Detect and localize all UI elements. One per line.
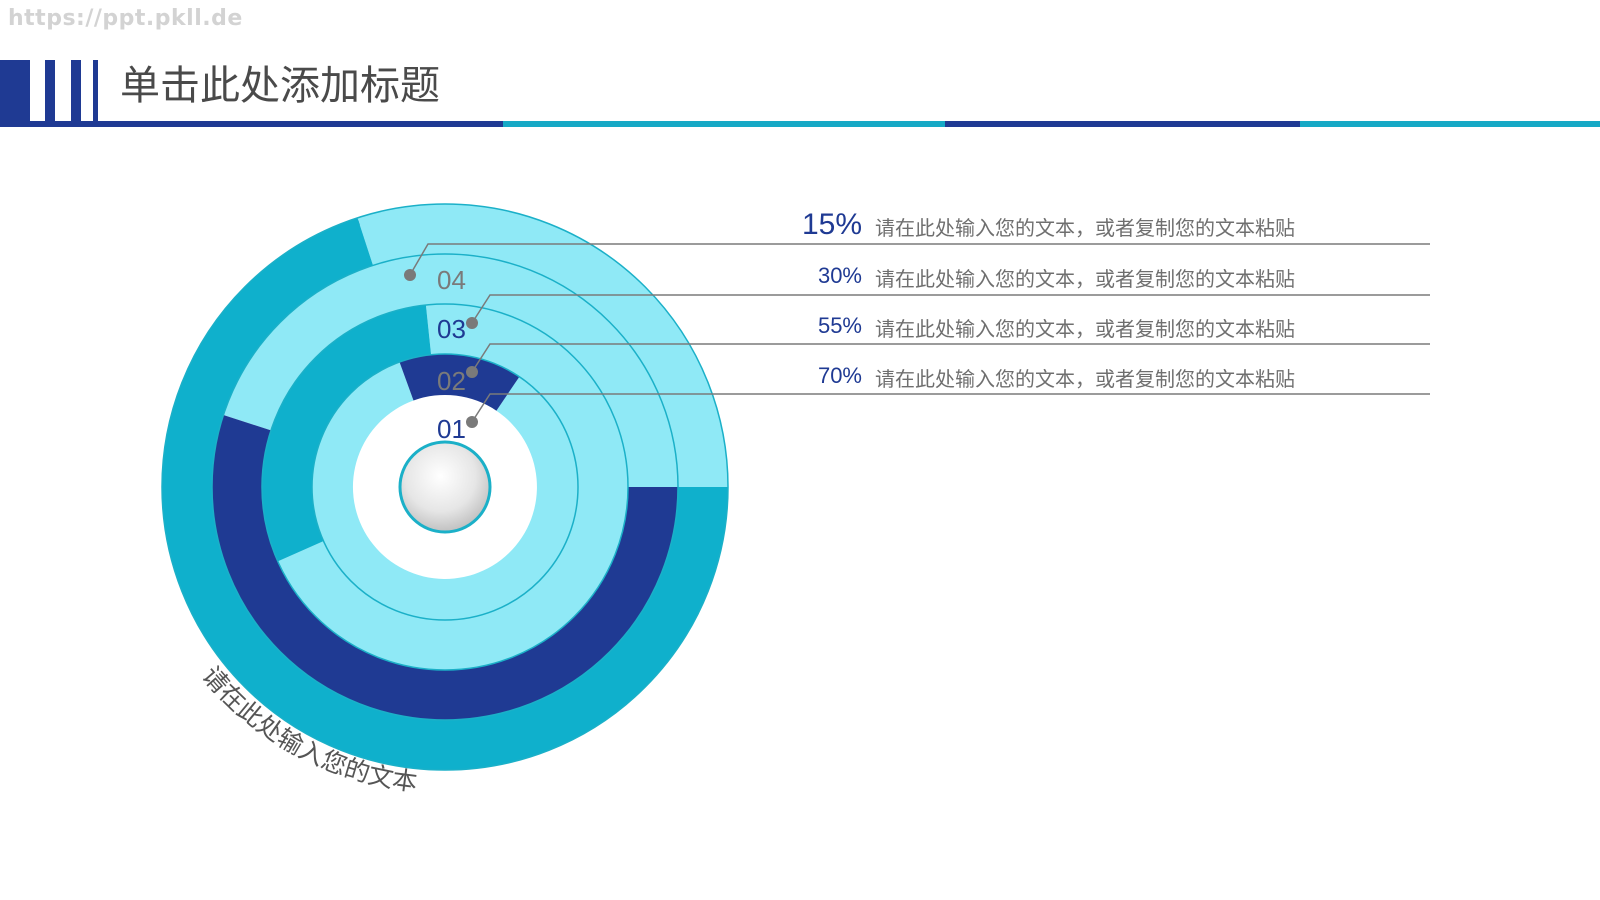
legend-value-03: 55%: [817, 313, 862, 338]
center-hub: [398, 440, 492, 534]
ring-label-04: 04: [437, 265, 466, 295]
leader-dot-02: [466, 366, 478, 378]
leader-line-04: [409, 243, 1430, 276]
ring-label-03: 03: [437, 314, 466, 344]
ring-02: [261, 304, 628, 671]
title-rule-4: [1300, 121, 1600, 127]
legend-text-01: 请在此处输入您的文本，或者复制您的文本粘贴: [875, 216, 1295, 240]
title-bar-1: [0, 60, 30, 122]
legend-value-02: 30%: [817, 263, 862, 288]
leader-dot-03: [466, 317, 478, 329]
title-bar-2: [45, 60, 55, 122]
title-rule-3: [945, 121, 1300, 127]
ring-boundary-4: [161, 203, 729, 771]
ring-03-value-segment: [212, 415, 679, 720]
ring-02-value-segment: [261, 305, 432, 562]
watermark-url: https://ppt.pkll.de: [8, 6, 243, 31]
legend-value-04: 70%: [817, 363, 862, 388]
leader-line-02: [471, 343, 1430, 373]
ring-label-01: 01: [437, 414, 466, 444]
page-title[interactable]: 单击此处添加标题: [120, 63, 440, 109]
ring-boundary-1: [311, 353, 579, 621]
ring-04: [162, 204, 729, 771]
ring-04-remainder: [357, 204, 728, 488]
ring-01-value-segment: [399, 353, 520, 411]
title-rule-2: [503, 121, 945, 127]
title-bar-3: [71, 60, 81, 122]
title-rule-1: [0, 121, 503, 127]
leader-line-03: [471, 294, 1430, 324]
legend-text-04: 请在此处输入您的文本，或者复制您的文本粘贴: [875, 367, 1295, 391]
legend-text-03: 请在此处输入您的文本，或者复制您的文本粘贴: [875, 317, 1295, 341]
legend-value-01: 15%: [801, 208, 862, 241]
ring-03-remainder: [223, 253, 679, 487]
leader-dot-04: [404, 269, 416, 281]
legend-text-02: 请在此处输入您的文本，或者复制您的文本粘贴: [875, 267, 1295, 291]
ring-01: [312, 353, 579, 620]
leader-dot-01: [466, 416, 478, 428]
title-bar-4: [93, 60, 98, 122]
ring-01-remainder: [312, 362, 579, 620]
ring-03: [212, 253, 679, 720]
ring-boundary-3: [211, 253, 679, 721]
leader-line-01: [471, 393, 1430, 423]
ring-label-02: 02: [437, 366, 466, 396]
ring-boundary-2: [261, 303, 629, 671]
